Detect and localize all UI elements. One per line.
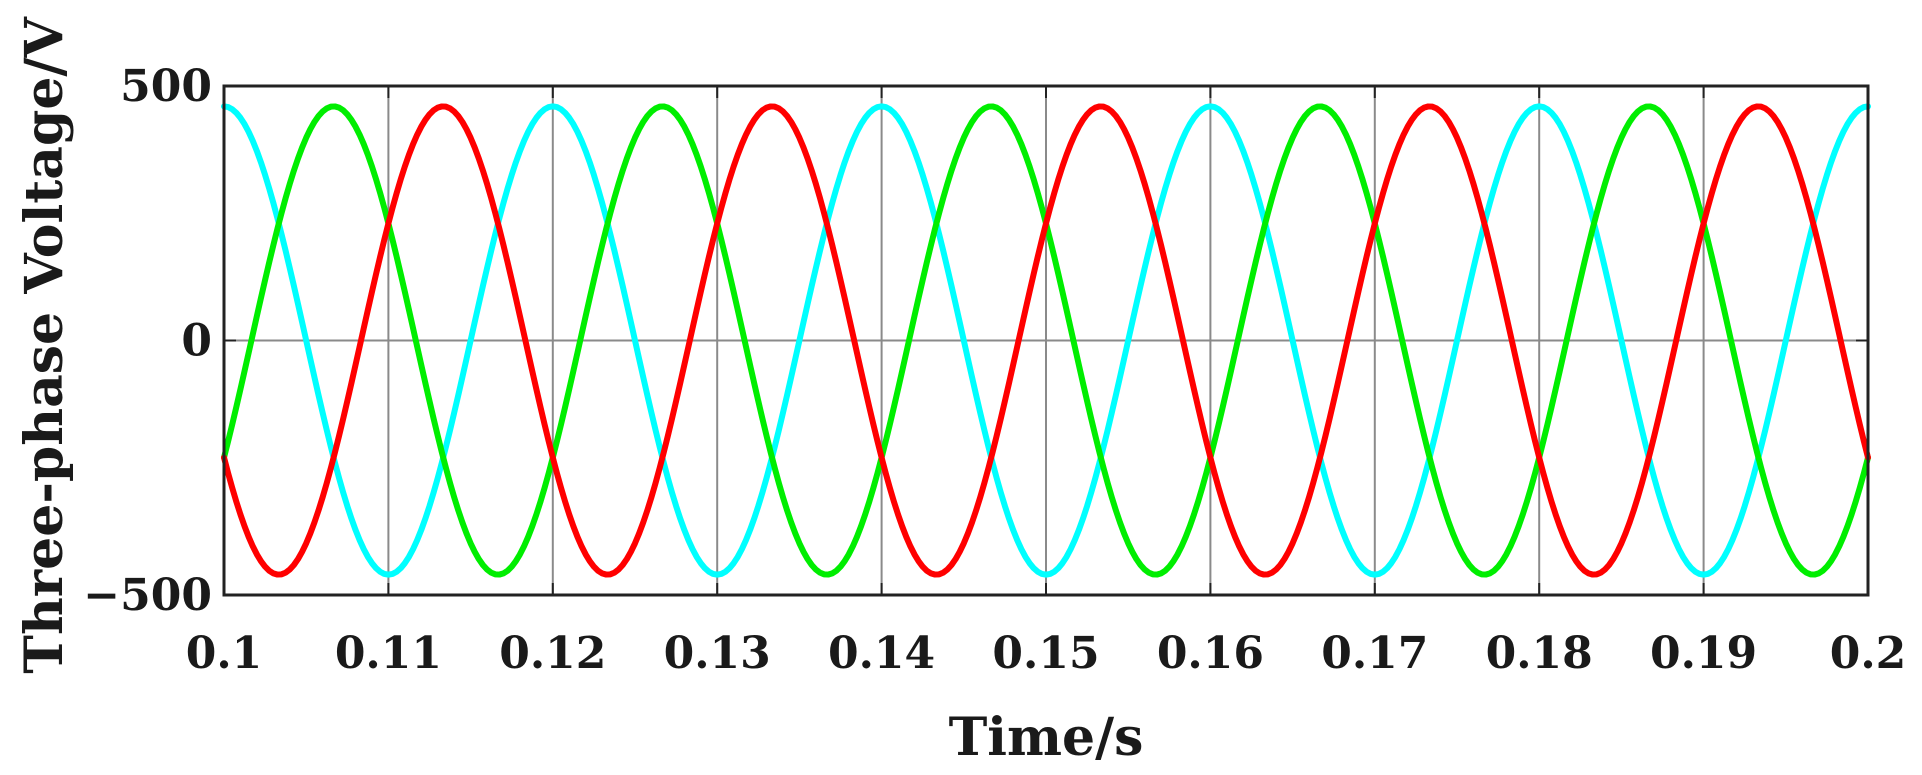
x-axis-label: Time/s [949,707,1144,768]
x-tick-label: 0.17 [1321,628,1428,679]
x-tick-label: 0.18 [1486,628,1593,679]
y-tick-label: 500 [120,61,212,112]
x-tick-label: 0.2 [1830,628,1907,679]
series-layer [221,103,1871,578]
x-tick-labels: 0.1 0.11 0.12 0.13 0.14 0.15 0.16 0.17 0.18 0.19 0… [186,628,1907,679]
plot-area [221,84,1871,597]
y-tick-label: −500 [83,570,212,621]
x-tick-label: 0.13 [664,628,771,679]
tick-marks [223,85,1869,596]
x-tick-label: 0.14 [828,628,935,679]
x-tick-label: 0.19 [1650,628,1757,679]
x-tick-label: 0.15 [992,628,1099,679]
series-line-3 [221,103,1871,578]
x-tick-label: 0.16 [1157,628,1264,679]
x-tick-label: 0.11 [335,628,442,679]
x-tick-label: 0.12 [499,628,606,679]
x-tick-label: 0.1 [186,628,263,679]
y-tick-label: 0 [181,316,212,367]
y-axis-label: Three-phase Voltage/V [14,16,75,674]
y-tick-labels: 500 0 −500 [83,61,212,621]
